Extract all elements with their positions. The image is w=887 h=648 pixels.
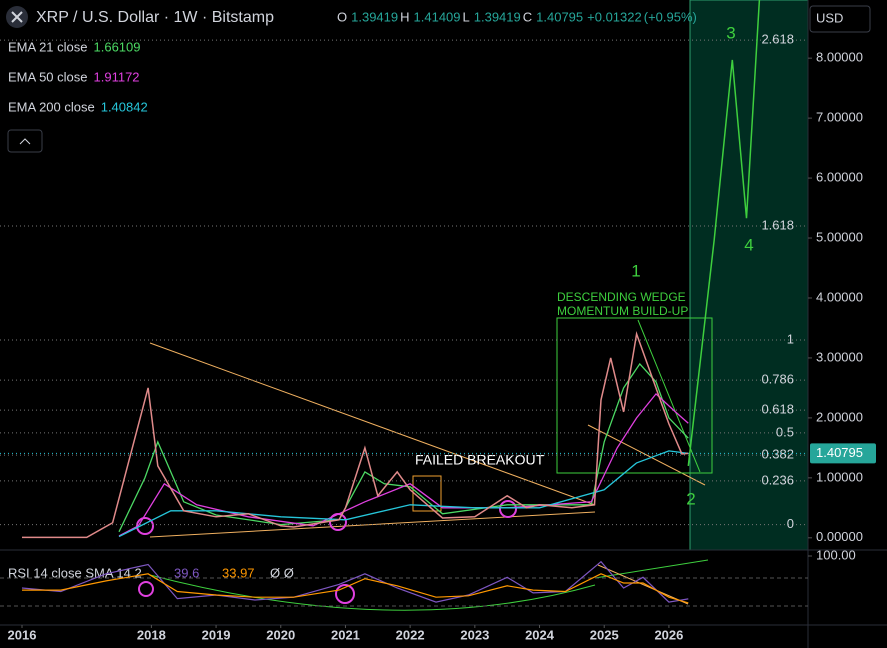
projection-line <box>687 0 761 466</box>
y-tick-label: 3.00000 <box>816 349 863 364</box>
fib-label: 0.5 <box>776 424 794 439</box>
legend-name: EMA 21 close <box>8 39 88 54</box>
y-tick-label: 2.00000 <box>816 409 863 424</box>
current-price-label: 1.40795 <box>816 445 863 460</box>
price-line <box>22 331 689 539</box>
x-tick-label: 2018 <box>137 627 166 642</box>
x-tick-label: 2019 <box>202 627 231 642</box>
collapse-button[interactable] <box>7 129 43 153</box>
trendline <box>149 342 596 506</box>
x-tick-label: 2023 <box>460 627 489 642</box>
x-tick-label: 2022 <box>396 627 425 642</box>
legend-value: 1.40842 <box>101 99 148 114</box>
annotation: FAILED BREAKOUT <box>415 452 545 468</box>
y-tick-label: 0.00000 <box>816 529 863 544</box>
y-tick-label: 7.00000 <box>816 110 863 125</box>
rsi-sma-line <box>22 573 689 604</box>
y-tick-label: 4.00000 <box>816 289 863 304</box>
ohlc-text: +0.01322 <box>587 9 642 24</box>
fib-label: 2.618 <box>761 32 794 47</box>
ohlc-text: L <box>463 9 470 24</box>
currency-button[interactable] <box>809 5 871 33</box>
current-price-box <box>810 443 876 464</box>
drawings <box>0 317 808 611</box>
x-tick-label: 2025 <box>590 627 619 642</box>
annotation: MOMENTUM BUILD-UP <box>557 304 688 318</box>
wave-label: 3 <box>726 23 735 42</box>
rsi-trendline <box>149 574 596 611</box>
ohlc-text: H <box>400 9 409 24</box>
rsi-tick-label: 100.00 <box>816 547 856 562</box>
wave-label: 4 <box>744 235 753 254</box>
x-tick-label: 2016 <box>8 627 37 642</box>
legend-value: 1.66109 <box>94 39 141 54</box>
annotation: DESCENDING WEDGE <box>557 290 686 304</box>
rsi-line <box>21 560 689 603</box>
fib-label: 0.786 <box>761 372 794 387</box>
wave-label: 1 <box>631 261 640 280</box>
wedge-box <box>556 317 713 474</box>
marker <box>138 581 154 597</box>
rsi-trendline <box>594 559 709 579</box>
y-tick-label: 6.00000 <box>816 170 863 185</box>
marker <box>499 500 517 518</box>
rsi-value: 39.6 <box>174 565 199 580</box>
fib-label: 0.382 <box>761 447 794 462</box>
ohlc-text: 1.39419 <box>351 9 398 24</box>
x-tick-label: 2024 <box>525 627 555 642</box>
ohlc-text: 1.40795 <box>536 9 583 24</box>
legend-name: EMA 200 close <box>8 99 95 114</box>
ema-line <box>118 362 689 533</box>
wave-label: 2 <box>686 489 695 508</box>
legend-name: EMA 50 close <box>8 69 88 84</box>
y-tick-label: 5.00000 <box>816 229 863 244</box>
ema-line <box>118 392 689 537</box>
y-tick-label: 8.00000 <box>816 50 863 65</box>
x-tick-label: 2026 <box>654 627 683 642</box>
fib-label: 1.618 <box>761 217 794 232</box>
fib-label: 0.618 <box>761 402 794 417</box>
fib-label: 1 <box>787 331 794 346</box>
chevron-icon <box>19 138 31 145</box>
ohlc-text: 1.39419 <box>474 9 521 24</box>
ohlc-text: 1.41409 <box>414 9 461 24</box>
rsi-extra: Ø Ø <box>270 565 294 580</box>
marker <box>335 584 355 604</box>
x-tick-label: 2020 <box>266 627 295 642</box>
y-tick-label: 1.00000 <box>816 469 863 484</box>
rsi-sma-value: 33.97 <box>222 565 255 580</box>
symbol-title: XRP / U.S. Dollar · 1W · Bitstamp <box>36 9 274 26</box>
x-tick-label: 2021 <box>331 627 360 642</box>
projection-zone <box>689 0 809 551</box>
rsi-title: RSI 14 close SMA 14 2 <box>8 565 142 580</box>
ohlc-text: C <box>523 9 532 24</box>
ema-line <box>118 450 689 538</box>
currency: USD <box>816 10 843 25</box>
fib-label: 0 <box>787 516 794 531</box>
trendline <box>637 319 701 473</box>
trendline <box>587 424 706 486</box>
legend-value: 1.91172 <box>94 69 140 84</box>
breakout-box <box>412 475 442 512</box>
fib-label: 0.236 <box>761 472 794 487</box>
ohlc-text: (+0.95%) <box>644 9 697 24</box>
ohlc-text: O <box>337 9 347 24</box>
rsi-trendline <box>597 564 689 605</box>
close-icon <box>11 11 23 23</box>
